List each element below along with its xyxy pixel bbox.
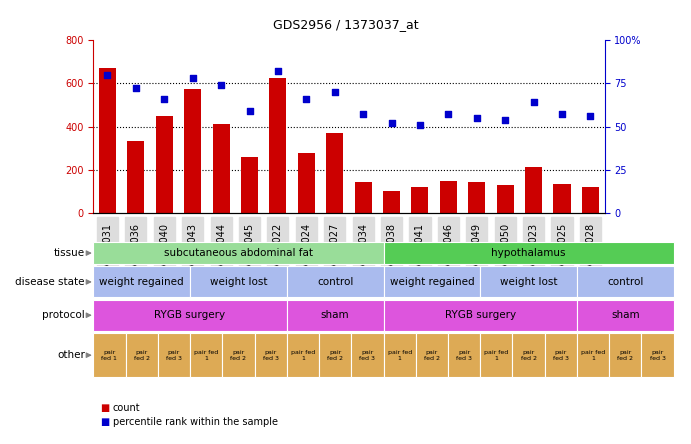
Text: pair fed
1: pair fed 1 (484, 350, 509, 361)
Point (329, 88, 340, 95)
Point (159, 95, 170, 103)
Text: ■: ■ (100, 417, 109, 427)
Bar (468, 182, 485, 213)
Text: pair
fed 3: pair fed 3 (456, 350, 472, 361)
Text: RYGB surgery: RYGB surgery (445, 310, 515, 320)
Text: sham: sham (611, 310, 640, 320)
Bar (298, 153, 315, 213)
Text: pair
fed 3: pair fed 3 (263, 350, 278, 361)
Point (443, 111, 454, 118)
Text: pair fed
1: pair fed 1 (194, 350, 218, 361)
Text: pair
fed 2: pair fed 2 (327, 350, 343, 361)
Text: percentile rank within the sample: percentile rank within the sample (113, 417, 278, 427)
Text: GDS2956 / 1373037_at: GDS2956 / 1373037_at (273, 18, 418, 31)
Text: pair
fed 3: pair fed 3 (359, 350, 375, 361)
Point (131, 85, 142, 92)
Text: tissue: tissue (54, 248, 85, 258)
Text: weight regained: weight regained (100, 277, 184, 287)
Bar (213, 124, 229, 213)
Text: pair
fed 2: pair fed 2 (230, 350, 247, 361)
Point (528, 99, 539, 106)
Bar (553, 184, 571, 213)
Bar (383, 191, 400, 213)
Text: pair fed
1: pair fed 1 (291, 350, 315, 361)
Bar (354, 182, 372, 213)
Point (272, 67, 283, 75)
Bar (184, 89, 201, 213)
Text: pair
fed 2: pair fed 2 (133, 350, 150, 361)
Bar (241, 157, 258, 213)
Point (500, 116, 511, 123)
Bar (155, 116, 173, 213)
Text: pair
fed 2: pair fed 2 (424, 350, 440, 361)
Text: pair fed
1: pair fed 1 (388, 350, 412, 361)
Text: weight regained: weight regained (390, 277, 474, 287)
Bar (582, 187, 599, 213)
Text: control: control (317, 277, 353, 287)
Point (415, 121, 426, 128)
Text: pair
fed 3: pair fed 3 (553, 350, 569, 361)
Point (471, 115, 482, 122)
Point (301, 95, 312, 103)
Text: RYGB surgery: RYGB surgery (155, 310, 225, 320)
Text: other: other (57, 350, 85, 360)
Text: weight lost: weight lost (500, 277, 558, 287)
Text: count: count (113, 404, 140, 413)
Text: subcutaneous abdominal fat: subcutaneous abdominal fat (164, 248, 313, 258)
Text: sham: sham (321, 310, 350, 320)
Text: pair
fed 2: pair fed 2 (520, 350, 537, 361)
Text: hypothalamus: hypothalamus (491, 248, 566, 258)
Point (585, 113, 596, 120)
Text: weight lost: weight lost (209, 277, 267, 287)
Point (386, 119, 397, 127)
Point (358, 111, 369, 118)
Bar (497, 185, 513, 213)
Text: protocol: protocol (42, 310, 85, 320)
Text: ■: ■ (100, 404, 109, 413)
Text: pair fed
1: pair fed 1 (581, 350, 605, 361)
Bar (440, 181, 457, 213)
Point (556, 111, 567, 118)
Point (244, 107, 255, 115)
Text: pair
fed 3: pair fed 3 (650, 350, 665, 361)
Text: pair
fed 3: pair fed 3 (166, 350, 182, 361)
Bar (326, 133, 343, 213)
Point (216, 81, 227, 88)
Point (102, 71, 113, 78)
Bar (269, 78, 287, 213)
Point (187, 75, 198, 82)
Text: disease state: disease state (15, 277, 85, 287)
Bar (99, 68, 116, 213)
Bar (127, 141, 144, 213)
Text: pair
fed 2: pair fed 2 (617, 350, 634, 361)
Text: pair
fed 1: pair fed 1 (102, 350, 117, 361)
Text: control: control (607, 277, 643, 287)
Bar (525, 166, 542, 213)
Bar (411, 187, 428, 213)
